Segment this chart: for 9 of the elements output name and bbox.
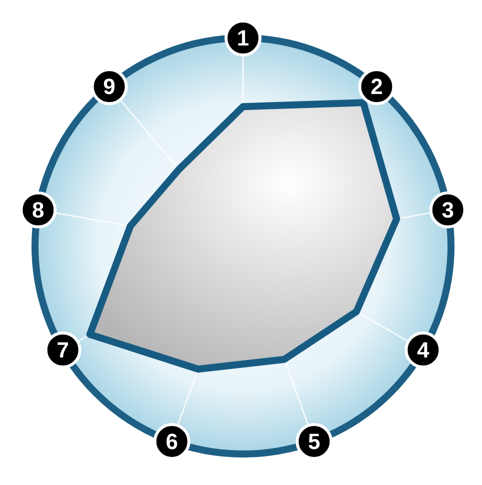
- spoke-label: 1: [236, 26, 250, 50]
- spoke-label: 5: [308, 428, 320, 454]
- spoke-label: 3: [442, 197, 454, 222]
- spoke-label: 6: [166, 428, 178, 454]
- spoke-label: 8: [32, 197, 44, 222]
- spoke-label: 4: [417, 338, 430, 362]
- spoke-label: 2: [370, 74, 383, 100]
- spoke-label: 9: [103, 74, 116, 100]
- spoke-label: 7: [56, 338, 69, 362]
